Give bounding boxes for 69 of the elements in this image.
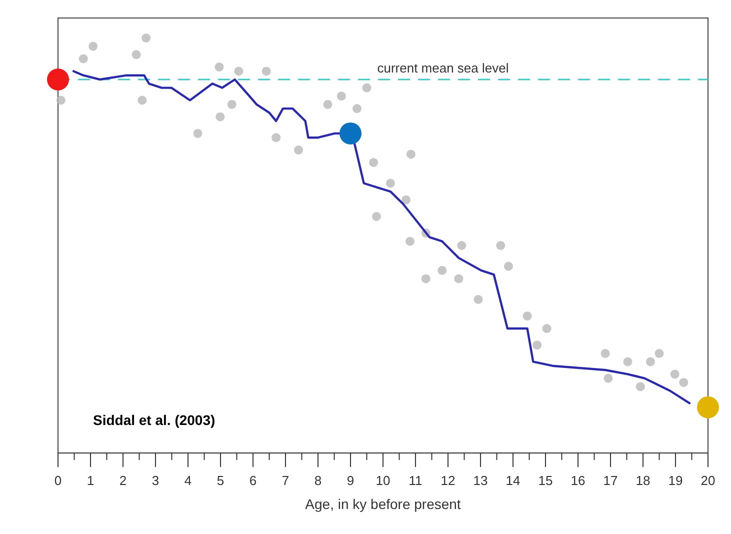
point bbox=[262, 66, 271, 76]
point bbox=[623, 357, 632, 366]
x-tick-label: 14 bbox=[506, 473, 520, 488]
point bbox=[352, 104, 362, 114]
point bbox=[132, 50, 141, 60]
point bbox=[193, 128, 202, 138]
x-tick-label: 15 bbox=[538, 473, 553, 488]
point bbox=[402, 195, 411, 204]
point bbox=[340, 122, 362, 144]
point bbox=[697, 396, 719, 418]
x-tick-label: 8 bbox=[314, 473, 322, 488]
point bbox=[600, 348, 610, 358]
x-tick-label: 10 bbox=[376, 473, 390, 488]
point bbox=[214, 62, 224, 72]
point bbox=[372, 212, 381, 221]
point bbox=[421, 274, 430, 284]
x-tick-label: 19 bbox=[668, 473, 683, 488]
point bbox=[457, 241, 466, 250]
point bbox=[227, 100, 236, 109]
point bbox=[636, 382, 645, 392]
x-tick-label: 6 bbox=[249, 473, 257, 488]
point bbox=[654, 348, 664, 358]
x-tick-label: 9 bbox=[346, 473, 354, 488]
point bbox=[504, 262, 513, 271]
x-tick-label: 4 bbox=[184, 473, 192, 488]
point bbox=[386, 178, 395, 188]
point bbox=[438, 266, 447, 275]
point bbox=[542, 324, 552, 333]
point bbox=[234, 66, 244, 76]
point bbox=[216, 112, 225, 122]
point bbox=[336, 92, 346, 101]
x-tick-label: 3 bbox=[152, 473, 160, 488]
point bbox=[362, 83, 372, 92]
point bbox=[56, 96, 66, 105]
point bbox=[294, 146, 303, 155]
x-tick-label: 11 bbox=[408, 473, 422, 488]
x-axis-title: Age, in ky before present bbox=[305, 496, 461, 512]
x-tick-label: 7 bbox=[282, 473, 290, 488]
x-tick-label: 1 bbox=[86, 473, 94, 488]
x-tick-label: 18 bbox=[636, 473, 650, 488]
x-tick-label: 2 bbox=[119, 473, 127, 488]
point bbox=[474, 294, 483, 304]
point bbox=[670, 370, 680, 379]
point bbox=[88, 42, 98, 51]
x-tick-label: 20 bbox=[700, 473, 716, 488]
point bbox=[406, 150, 416, 159]
x-tick-label: 13 bbox=[473, 473, 488, 488]
point bbox=[454, 274, 464, 284]
point bbox=[78, 54, 88, 64]
x-tick-label: 12 bbox=[440, 473, 456, 488]
point bbox=[496, 241, 506, 250]
x-tick-label: 17 bbox=[603, 473, 618, 488]
point bbox=[679, 378, 688, 387]
point bbox=[604, 374, 613, 383]
point bbox=[272, 133, 281, 142]
point bbox=[142, 34, 151, 42]
x-tick-label: 5 bbox=[216, 473, 224, 488]
point bbox=[369, 158, 378, 167]
x-tick-label: 16 bbox=[570, 473, 586, 488]
point bbox=[646, 357, 655, 366]
point bbox=[532, 340, 542, 350]
point bbox=[522, 312, 532, 321]
point bbox=[47, 68, 69, 90]
point bbox=[323, 100, 332, 109]
ref-line-label: current mean sea level bbox=[377, 60, 509, 76]
point bbox=[138, 96, 147, 105]
x-tick-label: 0 bbox=[54, 473, 62, 488]
annotation: Siddal et al. (2003) bbox=[93, 412, 216, 428]
point bbox=[405, 236, 414, 246]
